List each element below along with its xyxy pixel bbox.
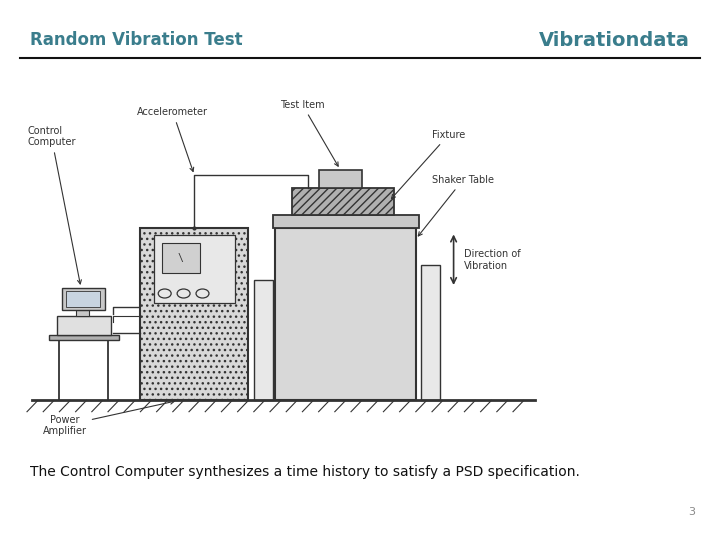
Text: \: \ [178, 253, 184, 263]
Text: Shaker Table: Shaker Table [418, 175, 494, 236]
Text: The Control Computer synthesizes a time history to satisfy a PSD specification.: The Control Computer synthesizes a time … [30, 465, 580, 479]
Bar [292, 188, 395, 215]
Bar [57, 316, 111, 335]
Text: Control
Computer: Control Computer [27, 126, 81, 284]
Text: Accelerometer: Accelerometer [138, 107, 208, 172]
Bar [76, 310, 89, 316]
Bar [66, 291, 100, 307]
Bar [140, 228, 248, 401]
Text: Random Vibration Test: Random Vibration Test [30, 31, 243, 49]
Bar [319, 170, 362, 188]
Bar [254, 280, 273, 401]
Bar [62, 288, 105, 310]
Text: Test Item: Test Item [280, 100, 338, 166]
Bar [48, 335, 119, 340]
Text: Fixture: Fixture [392, 130, 465, 199]
Bar [154, 235, 235, 303]
Text: Vibrationdata: Vibrationdata [539, 30, 690, 50]
Bar [421, 265, 440, 401]
Bar [276, 228, 416, 401]
Bar [273, 215, 418, 228]
Text: Power
Amplifier: Power Amplifier [42, 400, 174, 436]
Text: Direction of
Vibration: Direction of Vibration [464, 249, 521, 271]
Text: 3: 3 [688, 507, 695, 517]
Bar [162, 243, 200, 273]
